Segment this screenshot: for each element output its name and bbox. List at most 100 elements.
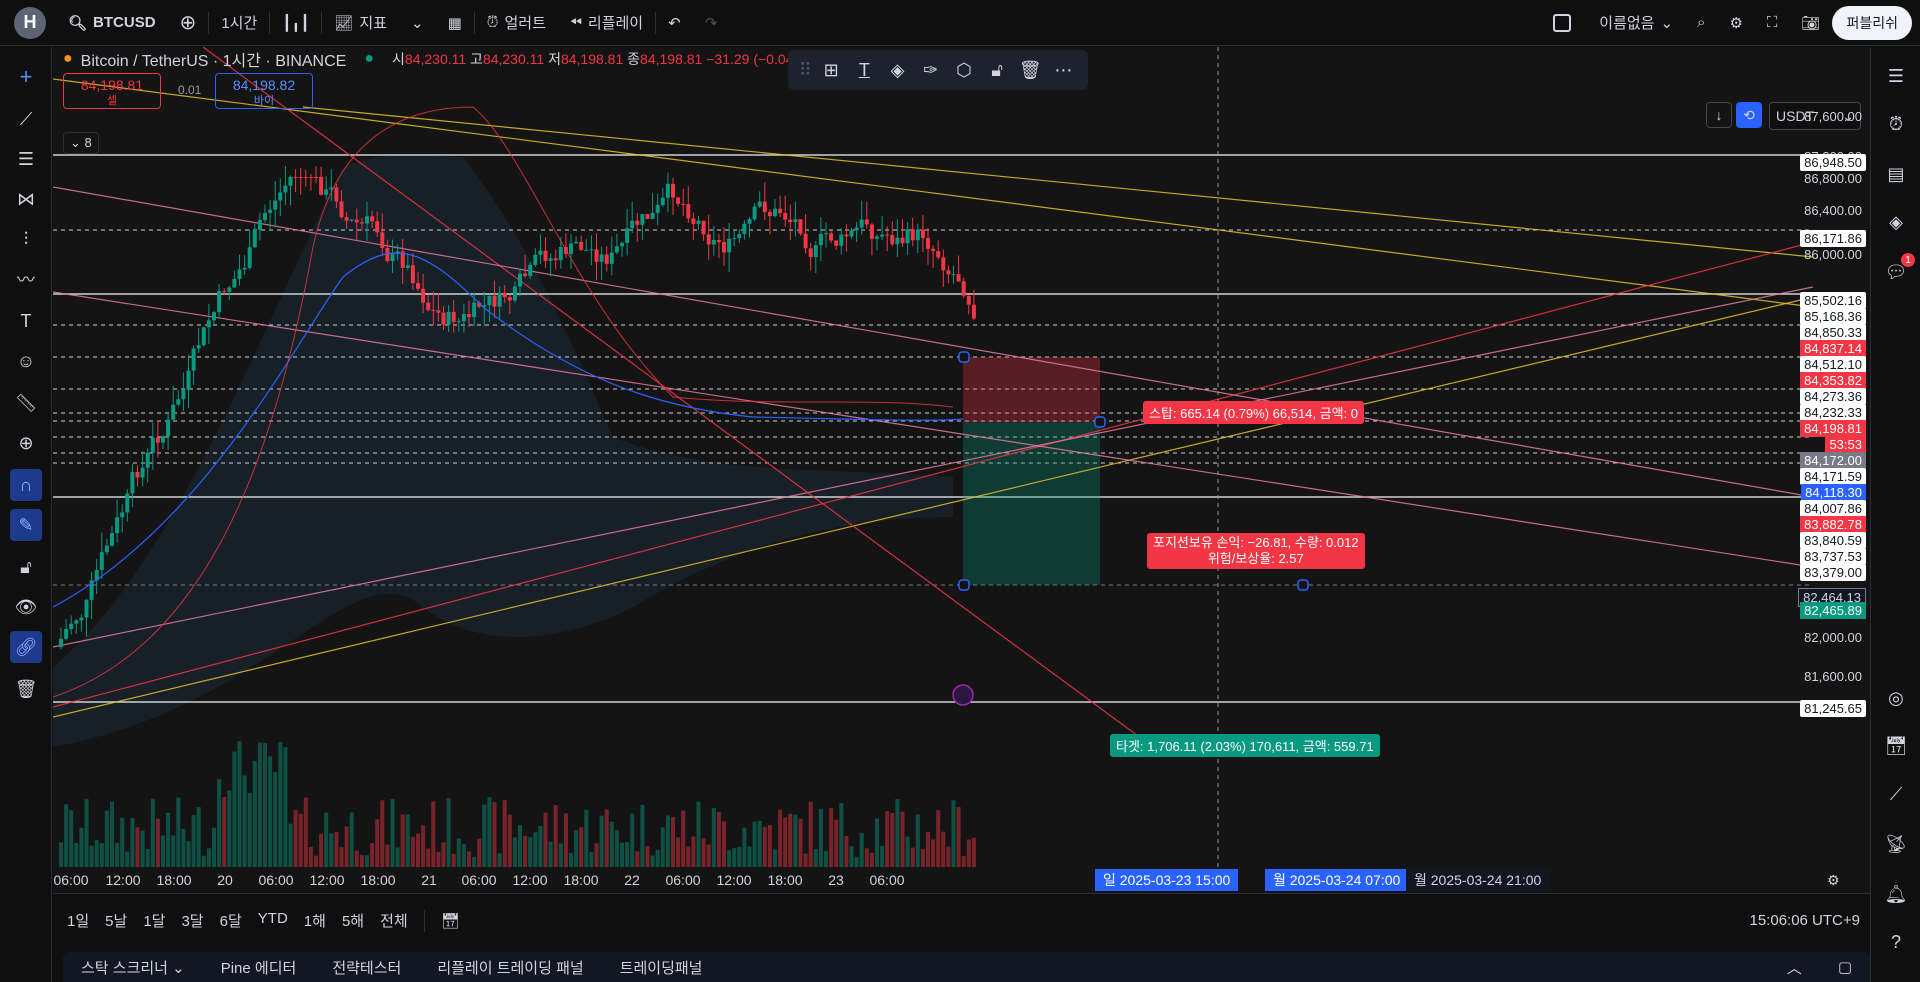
emoji-icon[interactable]: ☺ — [16, 350, 36, 371]
user-avatar[interactable]: H — [14, 6, 46, 39]
text-icon[interactable]: T — [20, 310, 32, 331]
chart-type-button[interactable]: ┃╻┃ — [270, 6, 321, 40]
projection-icon[interactable]: ⫶ — [23, 228, 29, 249]
watchlist-icon[interactable]: ☰ — [1887, 65, 1905, 86]
currency-select[interactable]: USDT ⌄ — [1769, 102, 1861, 130]
panel-tab[interactable]: 트레이딩패널 — [619, 959, 703, 977]
indicators-button[interactable]: 📈︎ 지표 — [322, 6, 399, 40]
panel-tab[interactable]: 전략테스터 — [332, 959, 402, 977]
publish-button[interactable]: 퍼블리쉬 — [1832, 5, 1912, 40]
pattern-icon[interactable]: ⋈ — [17, 188, 35, 209]
redo-button[interactable]: ↷ — [693, 6, 730, 40]
compare-add-button[interactable]: ⊕ — [168, 6, 209, 40]
price-axis[interactable]: 87,600.0087,200.0086,948.5086,800.0086,4… — [1798, 47, 1870, 893]
hexagon-settings-icon[interactable]: ⬡ — [956, 59, 972, 80]
layout-select[interactable]: 이름없음 ⌄ — [1541, 6, 1685, 40]
lock-icon[interactable]: 🔓︎ — [20, 556, 32, 577]
template-icon[interactable]: ⊞ — [823, 59, 839, 80]
range-button[interactable]: 5날 — [105, 913, 128, 930]
layouts-button[interactable]: ▦ — [436, 6, 474, 40]
range-button[interactable]: 1일 — [67, 913, 90, 930]
lock-icon[interactable]: 🔓︎ — [991, 59, 1003, 80]
target-icon[interactable]: ◎ — [1888, 687, 1904, 708]
alerts-button[interactable]: ⏰︎ 얼러트 — [475, 6, 558, 40]
lock-drawings-icon[interactable]: ✎ — [10, 509, 42, 541]
chart-pane[interactable]: ● Bitcoin / TetherUS · 1시간 · BINANCE ● 시… — [53, 47, 1870, 893]
symbol-search-button[interactable]: 🔍︎ BTCUSD — [56, 6, 168, 40]
text-icon[interactable]: T — [858, 59, 870, 80]
positions-toggle[interactable]: ⌄ 8 — [63, 132, 99, 154]
price-label: 84,353.82 — [1800, 372, 1866, 389]
eye-icon[interactable]: 👁︎ — [14, 596, 38, 617]
link-icon[interactable]: 🔗︎ — [10, 631, 42, 663]
range-button[interactable]: 전체 — [380, 913, 408, 930]
crosshair-icon[interactable]: + — [19, 64, 33, 89]
time-axis[interactable]: 18:00 12:00 06:00 06:00 23 18:00 12:00 06:00 22 1… — [53, 866, 1870, 893]
candle-body — [640, 214, 645, 225]
range-button[interactable]: YTD — [257, 910, 288, 927]
interval-button[interactable]: 1시간 — [221, 15, 258, 32]
magnet-icon[interactable]: ∩ — [10, 469, 42, 501]
layers-icon[interactable]: ◈ — [1889, 211, 1903, 232]
drag-handle-icon[interactable]: ⠿ — [798, 59, 812, 80]
candle-body — [263, 212, 267, 221]
maximize-panel-button[interactable]: ▢ — [1820, 958, 1870, 976]
live-dot-icon: ● — [364, 50, 375, 67]
chart-canvas[interactable] — [53, 47, 1870, 893]
chat-icon[interactable]: 💬︎ 1 — [1881, 253, 1915, 287]
range-button[interactable]: 5해 — [341, 913, 365, 930]
undo-button[interactable]: ↶ — [656, 6, 693, 40]
alarm-clock-icon[interactable]: ⏰︎ — [1888, 113, 1904, 134]
trendline-icon[interactable]: ⟋ — [19, 108, 33, 129]
currency-value: USDT — [1776, 108, 1815, 124]
trash-icon[interactable]: 🗑︎ — [14, 678, 38, 699]
fill-color-icon[interactable]: ◈ — [890, 59, 905, 80]
candle-body — [676, 197, 681, 204]
candle-body — [497, 292, 502, 307]
scroll-down-button[interactable]: ↓ — [1706, 102, 1732, 128]
settings-button[interactable]: ⚙︎ — [1717, 6, 1754, 40]
bell-icon[interactable]: 🔔︎ — [1884, 883, 1908, 904]
auto-scale-button[interactable]: ⟲ — [1736, 102, 1762, 128]
collapse-panel-button[interactable]: ︿ — [1769, 957, 1820, 978]
more-icon[interactable]: ⋯ — [1054, 59, 1073, 80]
snapshot-button[interactable]: 📷︎ — [1789, 6, 1832, 40]
range-button[interactable]: 6달 — [219, 913, 242, 930]
data-window-icon[interactable]: ▤ — [1887, 163, 1905, 184]
broadcast-icon[interactable]: 📡︎ — [1884, 833, 1908, 854]
zoom-in-icon[interactable]: ⊕ — [18, 432, 34, 453]
position-pnl-label[interactable]: 포지션보유 손익: −26.81, 수량: 0.012 위험/보상율: 2.57 — [1147, 533, 1365, 569]
range-button[interactable]: 1해 — [303, 913, 326, 930]
line-color-icon[interactable]: ✑ — [923, 59, 939, 80]
buy-button[interactable]: 84,198.82 바이 — [215, 73, 313, 109]
brush-icon[interactable]: 〰 — [17, 270, 35, 290]
trash-icon[interactable]: 🗑︎ — [1018, 59, 1042, 80]
date-range-picker[interactable]: 📅︎ — [433, 912, 468, 930]
stop-label[interactable]: 스탑: 665.14 (0.79%) 66,514, 금액: 0 — [1143, 401, 1365, 424]
volume-bar — [936, 810, 941, 867]
ruler-icon[interactable]: 📏︎ — [14, 392, 38, 413]
buy-price: 84,198.82 — [232, 77, 296, 93]
quick-search-button[interactable]: ⌕ — [1685, 6, 1717, 40]
chart-line-icon[interactable]: ⟋ — [1889, 783, 1903, 804]
fib-icon[interactable]: ☰ — [17, 148, 35, 169]
help-icon[interactable]: ? — [1890, 931, 1901, 952]
axis-settings-icon[interactable]: ⚙︎ — [1827, 871, 1840, 888]
range-button[interactable]: 3달 — [181, 913, 204, 930]
volume-bar — [844, 835, 849, 867]
panel-tab[interactable]: 리플레이 트레이딩 패널 — [437, 959, 584, 977]
panel-tab[interactable]: Pine 에디터 — [220, 959, 297, 977]
price-label: 82,000.00 — [1804, 630, 1862, 645]
divider — [473, 11, 475, 34]
range-button[interactable]: 1달 — [143, 913, 166, 930]
calendar-icon[interactable]: 📅︎ — [1884, 735, 1908, 756]
target-label[interactable]: 타겟: 1,706.11 (2.03%) 170,611, 금액: 559.71 — [1110, 734, 1380, 757]
indicators-dropdown[interactable]: ⌄ — [399, 6, 436, 40]
volume-bar — [191, 815, 196, 867]
candle-body — [227, 287, 232, 292]
panel-tab[interactable]: 스탁 스크리너 ⌄ — [81, 959, 185, 977]
sell-button[interactable]: 84,198.81 셀 — [63, 73, 161, 109]
fullscreen-button[interactable]: ⛶ — [1755, 6, 1790, 40]
clock[interactable]: 15:06:06 UTC+9 — [1749, 912, 1861, 929]
replay-button[interactable]: ⏪︎ 리플레이 — [558, 6, 655, 40]
